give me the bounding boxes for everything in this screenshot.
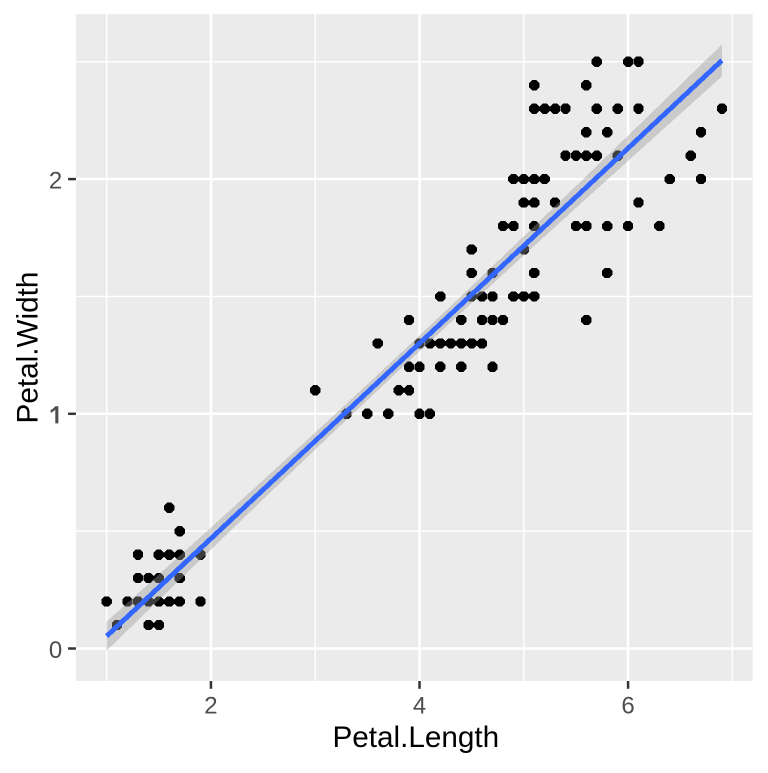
svg-text:2: 2 <box>49 168 62 195</box>
svg-text:6: 6 <box>621 692 634 719</box>
svg-text:4: 4 <box>413 692 426 719</box>
svg-text:Petal.Length: Petal.Length <box>332 721 499 754</box>
svg-text:Petal.Width: Petal.Width <box>11 272 44 424</box>
svg-text:2: 2 <box>204 692 217 719</box>
svg-text:0: 0 <box>49 637 62 664</box>
